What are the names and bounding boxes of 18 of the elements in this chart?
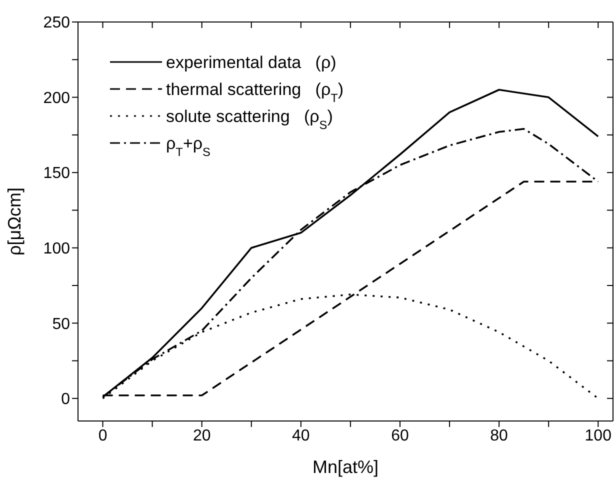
legend-label: experimental data (ρ) [166,53,336,72]
x-axis-title: Mn[at%] [312,457,379,477]
y-axis-title: ρ[μΩcm] [4,187,24,256]
y-tick-label: 50 [52,316,70,333]
y-tick-label: 200 [43,90,70,107]
legend-label: ρ$_{T}$+ρ$_{S}$ [166,134,211,159]
legend-label: solute scattering (ρ$_{S}$) [166,107,333,132]
x-tick-label: 0 [98,427,108,444]
x-tick-label: 40 [292,427,310,444]
x-tick-label: 100 [584,427,612,444]
y-tick-label: 150 [43,165,70,182]
x-tick-label: 80 [490,427,508,444]
x-tick-label: 20 [192,427,211,444]
x-tick-label: 60 [391,427,409,444]
y-tick-label: 100 [43,240,70,258]
y-tick-label: 250 [43,14,70,32]
y-tick-label: 0 [61,391,70,408]
legend-label: thermal scattering (ρ$_{T}$) [166,80,344,105]
